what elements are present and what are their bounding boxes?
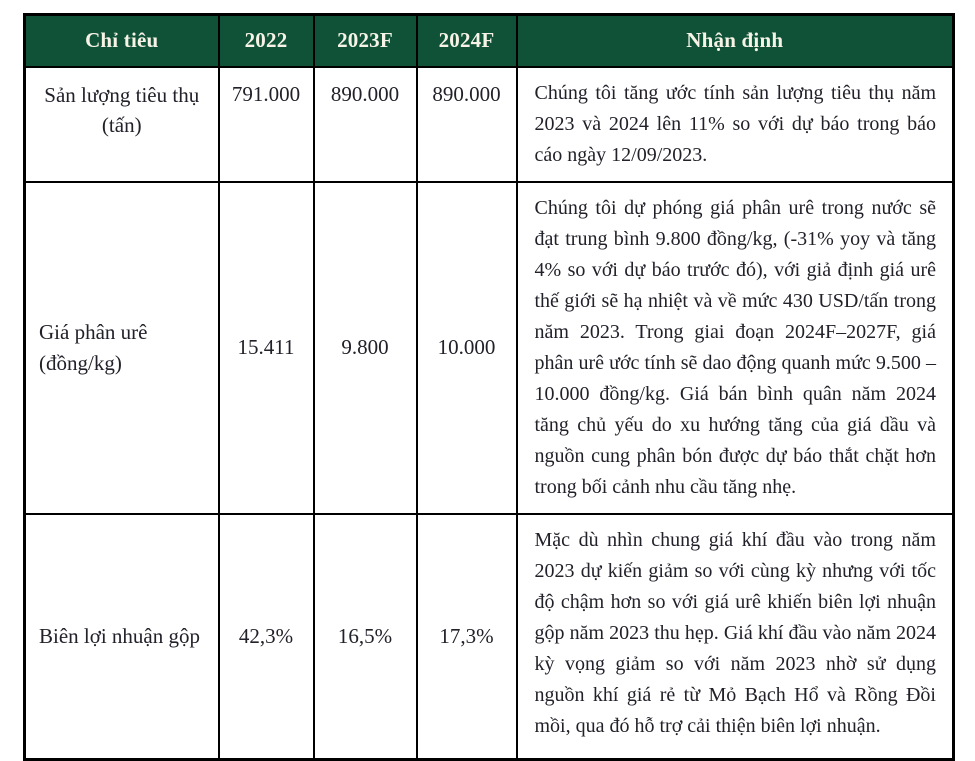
value-cell-2024f: 17,3%: [415, 512, 518, 761]
value-cell-2022: 15.411: [217, 180, 315, 515]
comment-cell: Mặc dù nhìn chung giá khí đầu vào trong …: [515, 512, 955, 761]
value-cell-2023f: 890.000: [312, 65, 418, 183]
table-body: Sản lượng tiêu thụ (tấn) 791.000 890.000…: [23, 65, 955, 761]
value-cell-2024f: 10.000: [415, 180, 518, 515]
table-row-gross-margin: Biên lợi nhuận gộp 42,3% 16,5% 17,3% Mặc…: [23, 512, 955, 761]
value-cell-2023f: 16,5%: [312, 512, 418, 761]
value-cell-2024f: 890.000: [415, 65, 518, 183]
row-label-cell: Giá phân urê (đồng/kg): [23, 180, 220, 515]
value-cell-2022: 791.000: [217, 65, 315, 183]
value-cell-2023f: 9.800: [312, 180, 418, 515]
table-row-urea-price: Giá phân urê (đồng/kg) 15.411 9.800 10.0…: [23, 180, 955, 515]
column-header-2022: 2022: [217, 13, 315, 68]
comment-cell: Chúng tôi dự phóng giá phân urê trong nư…: [515, 180, 955, 515]
forecast-assumptions-table: Chỉ tiêu 2022 2023F 2024F Nhận định Sản …: [23, 13, 955, 761]
row-label-cell: Biên lợi nhuận gộp: [23, 512, 220, 761]
column-header-comment: Nhận định: [515, 13, 955, 68]
column-header-2024f: 2024F: [415, 13, 518, 68]
column-header-label: Chỉ tiêu: [23, 13, 220, 68]
header-row: Chỉ tiêu 2022 2023F 2024F Nhận định: [23, 13, 955, 68]
column-header-2023f: 2023F: [312, 13, 418, 68]
table-header: Chỉ tiêu 2022 2023F 2024F Nhận định: [23, 13, 955, 68]
value-cell-2022: 42,3%: [217, 512, 315, 761]
table-row-sales-volume: Sản lượng tiêu thụ (tấn) 791.000 890.000…: [23, 65, 955, 183]
comment-cell: Chúng tôi tăng ước tính sản lượng tiêu t…: [515, 65, 955, 183]
row-label-cell: Sản lượng tiêu thụ (tấn): [23, 65, 220, 183]
